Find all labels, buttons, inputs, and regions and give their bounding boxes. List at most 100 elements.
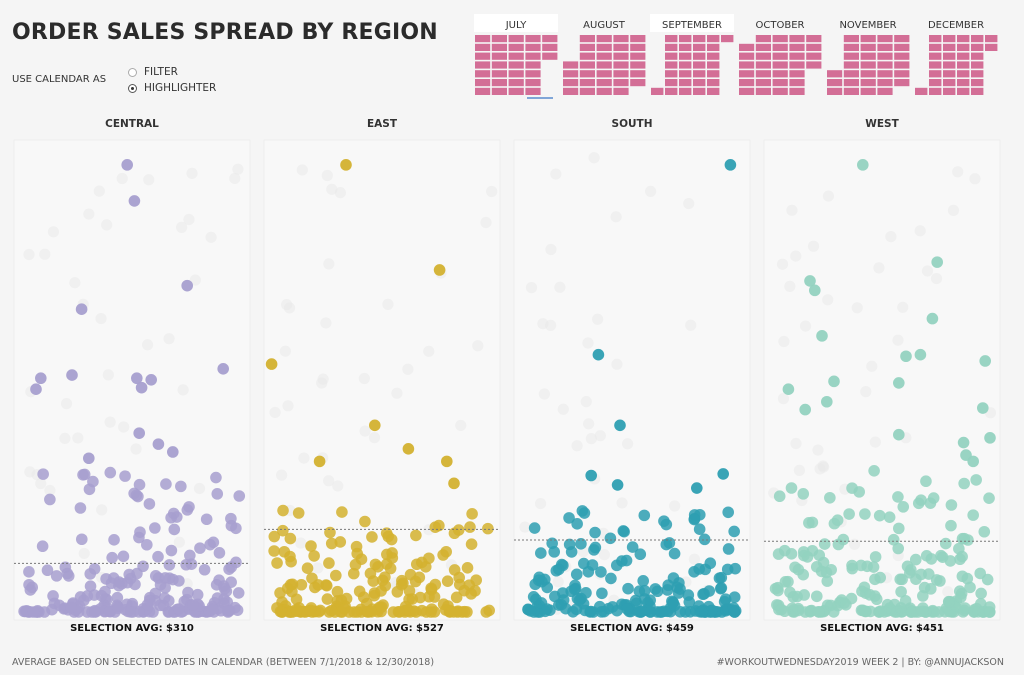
calendar-day-cell[interactable]	[665, 52, 678, 60]
sales-point[interactable]	[593, 600, 606, 613]
calendar-day-cell[interactable]	[957, 87, 970, 95]
sales-point[interactable]	[638, 584, 651, 597]
sales-point[interactable]	[207, 536, 220, 549]
sales-point[interactable]	[649, 583, 662, 595]
sales-point[interactable]	[585, 469, 597, 482]
sales-point[interactable]	[167, 446, 179, 458]
calendar-day-cell[interactable]	[755, 79, 771, 87]
calendar-day-cell[interactable]	[491, 87, 507, 95]
calendar-day-cell[interactable]	[596, 70, 612, 78]
calendar-day-cell[interactable]	[613, 35, 629, 43]
sales-point[interactable]	[596, 587, 608, 600]
calendar-day-cell[interactable]	[707, 70, 720, 78]
filter-radio-label[interactable]: FILTER	[144, 66, 178, 78]
sales-point[interactable]	[931, 256, 943, 268]
sales-point[interactable]	[314, 604, 327, 617]
sales-point[interactable]	[912, 497, 925, 510]
sales-point[interactable]	[369, 419, 381, 432]
sales-point[interactable]	[897, 501, 910, 513]
sales-point[interactable]	[626, 541, 639, 553]
calendar-day-cell[interactable]	[894, 43, 910, 51]
sales-point[interactable]	[413, 571, 426, 584]
sales-point[interactable]	[384, 562, 397, 575]
sales-point[interactable]	[869, 551, 882, 563]
sales-point[interactable]	[83, 452, 95, 465]
calendar-day-cell[interactable]	[877, 52, 893, 60]
sales-point[interactable]	[718, 595, 731, 608]
calendar-day-cell[interactable]	[943, 87, 956, 95]
sales-point[interactable]	[265, 358, 278, 370]
sales-point[interactable]	[301, 562, 314, 575]
calendar-day-cell[interactable]	[596, 87, 612, 95]
sales-point[interactable]	[163, 559, 176, 571]
sales-point[interactable]	[818, 538, 831, 550]
calendar-day-cell[interactable]	[943, 52, 956, 60]
sales-point[interactable]	[128, 195, 141, 207]
calendar-day-cell[interactable]	[894, 35, 910, 43]
calendar-day-cell[interactable]	[843, 35, 859, 43]
sales-point[interactable]	[325, 604, 338, 617]
calendar-day-cell[interactable]	[755, 43, 771, 51]
sales-point[interactable]	[149, 522, 161, 534]
sales-point[interactable]	[698, 533, 711, 546]
sales-point[interactable]	[168, 523, 181, 536]
sales-point[interactable]	[956, 570, 969, 583]
sales-point[interactable]	[605, 572, 617, 585]
sales-point[interactable]	[810, 590, 823, 603]
calendar-day-cell[interactable]	[827, 87, 843, 95]
calendar-day-cell[interactable]	[843, 52, 859, 60]
sales-point[interactable]	[133, 478, 146, 491]
calendar-day-cell[interactable]	[877, 43, 893, 51]
sales-point[interactable]	[26, 581, 39, 594]
calendar-day-cell[interactable]	[957, 61, 970, 69]
calendar-day-cell[interactable]	[929, 79, 942, 87]
sales-point[interactable]	[210, 471, 222, 484]
sales-point[interactable]	[145, 373, 157, 386]
calendar-day-cell[interactable]	[789, 61, 805, 69]
sales-point[interactable]	[36, 540, 49, 553]
calendar-day-cell[interactable]	[525, 52, 541, 60]
sales-point[interactable]	[926, 312, 939, 325]
calendar-day-cell[interactable]	[860, 70, 876, 78]
calendar-day-cell[interactable]	[508, 79, 524, 87]
calendar-day-cell[interactable]	[739, 43, 755, 51]
calendar-day-cell[interactable]	[508, 35, 524, 43]
sales-point[interactable]	[779, 575, 792, 588]
sales-point[interactable]	[77, 469, 89, 481]
sales-point[interactable]	[375, 601, 388, 613]
calendar-day-cell[interactable]	[508, 43, 524, 51]
calendar-day-cell[interactable]	[971, 35, 984, 43]
sales-point[interactable]	[313, 455, 326, 468]
calendar-day-cell[interactable]	[693, 61, 706, 69]
sales-point[interactable]	[728, 591, 741, 603]
calendar-day-cell[interactable]	[789, 35, 805, 43]
sales-point[interactable]	[798, 549, 810, 562]
calendar-day-cell[interactable]	[579, 87, 595, 95]
calendar-day-cell[interactable]	[563, 79, 579, 87]
calendar-day-cell[interactable]	[542, 35, 558, 43]
sales-point[interactable]	[41, 564, 54, 577]
sales-point[interactable]	[129, 578, 141, 591]
calendar-day-cell[interactable]	[971, 87, 984, 95]
sales-point[interactable]	[797, 568, 810, 581]
sales-point[interactable]	[637, 575, 650, 587]
sales-point[interactable]	[859, 605, 871, 618]
sales-point[interactable]	[365, 605, 378, 618]
sales-point[interactable]	[396, 574, 408, 587]
sales-point[interactable]	[824, 491, 836, 504]
sales-point[interactable]	[198, 563, 211, 576]
sales-point[interactable]	[693, 523, 706, 535]
sales-point[interactable]	[194, 542, 206, 554]
sales-point[interactable]	[821, 395, 833, 408]
sales-point[interactable]	[784, 586, 796, 599]
calendar-day-cell[interactable]	[596, 43, 612, 51]
calendar-day-cell[interactable]	[475, 52, 491, 60]
sales-point[interactable]	[133, 427, 145, 439]
calendar-day-cell[interactable]	[596, 61, 612, 69]
sales-point[interactable]	[274, 587, 286, 599]
sales-point[interactable]	[683, 596, 696, 608]
sales-point[interactable]	[162, 595, 175, 607]
sales-point[interactable]	[575, 538, 587, 550]
calendar-day-cell[interactable]	[579, 35, 595, 43]
sales-point[interactable]	[809, 284, 821, 297]
